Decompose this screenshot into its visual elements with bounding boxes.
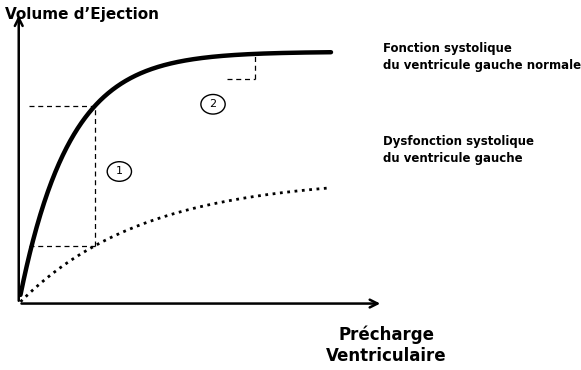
Text: 2: 2 — [210, 99, 217, 109]
Text: Volume d’Ejection: Volume d’Ejection — [5, 7, 159, 22]
Text: Précharge
Ventriculaire: Précharge Ventriculaire — [326, 326, 447, 365]
Ellipse shape — [107, 162, 131, 181]
Text: Dysfonction systolique
du ventricule gauche: Dysfonction systolique du ventricule gau… — [383, 135, 534, 165]
Text: 1: 1 — [116, 166, 123, 176]
Ellipse shape — [201, 94, 225, 114]
Text: Fonction systolique
du ventricule gauche normale: Fonction systolique du ventricule gauche… — [383, 42, 581, 73]
